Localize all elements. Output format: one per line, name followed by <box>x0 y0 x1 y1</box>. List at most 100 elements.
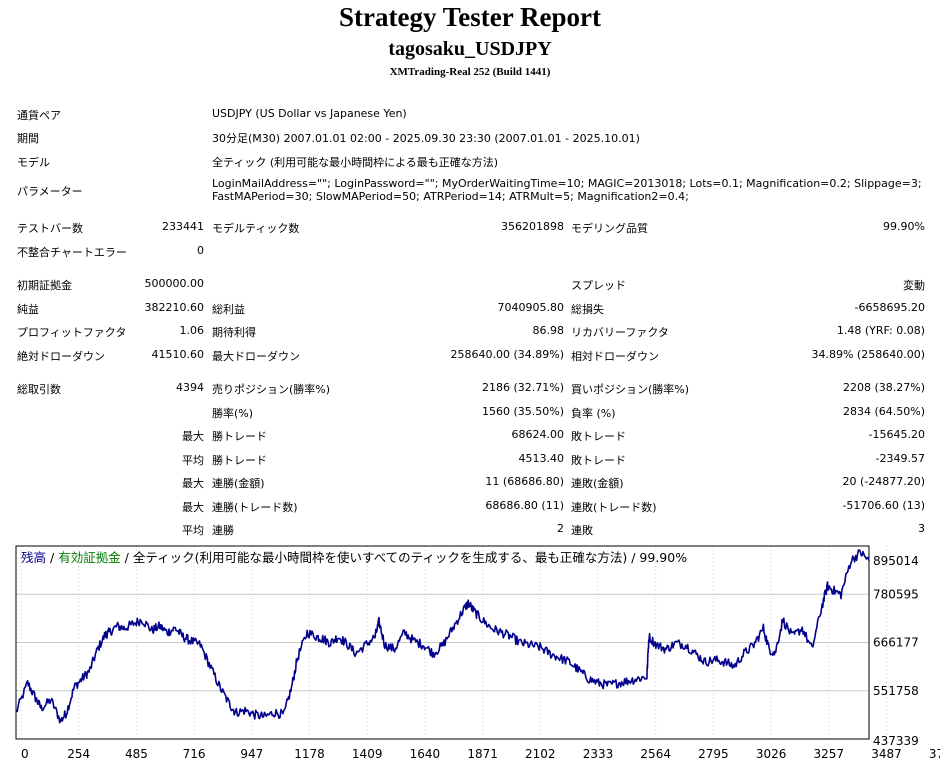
legend-model: 全ティック(利用可能な最小時間枠を使いすべてのティックを生成する、最も正確な方法… <box>133 550 687 565</box>
max-label-3: 最大 <box>182 501 204 514</box>
gross-profit-label: 総利益 <box>212 303 245 316</box>
avg-consec-loss-label: 連敗 <box>571 524 593 537</box>
max-dd-value: 258640.00 (34.89%) <box>450 348 564 361</box>
spread-value: 変動 <box>903 279 925 292</box>
legend-balance: 残高 <box>21 550 46 565</box>
series-line-balance <box>15 549 870 724</box>
legend-equity: 有効証拠金 <box>58 550 121 565</box>
max-label-1: 最大 <box>182 430 204 443</box>
period-label: 期間 <box>17 132 39 145</box>
pf-value: 1.06 <box>179 324 205 337</box>
avg-consec-win-label: 連勝 <box>212 524 234 537</box>
y-tick-label: 780595 <box>873 587 919 601</box>
chart-series <box>15 549 870 724</box>
params-line2: FastMAPeriod=30; SlowMAPeriod=50; ATRPer… <box>212 190 689 203</box>
consec-loss-amt-label: 連敗(金額) <box>571 477 624 490</box>
max-dd-label: 最大ドローダウン <box>212 350 300 363</box>
report-subtitle: tagosaku_USDJPY <box>388 38 552 60</box>
ticks-label: モデルティック数 <box>212 222 300 235</box>
model-value: 全ティック (利用可能な最小時間枠による最も正確な方法) <box>212 156 499 169</box>
long-label: 買いポジション(勝率%) <box>571 383 690 396</box>
avg-consec-loss-value: 3 <box>918 522 925 535</box>
period-value: 30分足(M30) 2007.01.01 02:00 - 2025.09.30 … <box>212 132 640 145</box>
x-tick-label: 3026 <box>756 747 787 761</box>
deposit-label: 初期証拠金 <box>17 279 72 292</box>
balance-chart-svg: 残高 / 有効証拠金 / 全ティック(利用可能な最小時間枠を使いすべてのティック… <box>15 545 940 761</box>
x-tick-label: 1178 <box>294 747 325 761</box>
chart-x-ticks: 0 254 485 716 947 1178 1409 1640 1871 2102 2333 256… <box>21 747 940 761</box>
pf-label: プロフィットファクタ <box>17 326 127 339</box>
pair-label: 通貨ペア <box>17 109 61 122</box>
chart-legend: 残高 / 有効証拠金 / 全ティック(利用可能な最小時間枠を使いすべてのティック… <box>21 550 687 565</box>
lossrate-value: 2834 (64.50%) <box>842 405 925 418</box>
lossrate-label: 負率 (%) <box>571 407 616 420</box>
avg-loss-value: -2349.57 <box>875 452 925 465</box>
gross-profit-value: 7040905.80 <box>497 301 564 314</box>
total-trades-label: 総取引数 <box>17 383 61 396</box>
rel-dd-value: 34.89% (258640.00) <box>811 348 925 361</box>
x-tick-label: 2102 <box>525 747 556 761</box>
expected-label: 期待利得 <box>212 326 256 339</box>
chart-grid <box>16 546 887 739</box>
quality-value: 99.90% <box>883 220 925 233</box>
max-loss-value: -15645.20 <box>868 428 925 441</box>
winrate-value: 1560 (35.50%) <box>481 405 564 418</box>
quality-label: モデリング品質 <box>571 222 648 235</box>
consec-loss-tr-label: 連敗(トレード数) <box>571 501 657 514</box>
rel-dd-label: 相対ドローダウン <box>571 350 659 363</box>
x-tick-label: 1871 <box>467 747 498 761</box>
max-label-2: 最大 <box>182 477 204 490</box>
abs-dd-label: 絶対ドローダウン <box>17 350 105 363</box>
consec-win-tr-label: 連勝(トレード数) <box>212 501 298 514</box>
x-tick-label: 1409 <box>352 747 383 761</box>
expected-value: 86.98 <box>532 324 565 337</box>
winrate-label: 勝率(%) <box>212 407 254 420</box>
params-label: パラメーター <box>17 185 83 198</box>
consec-win-amt-value: 11 (68686.80) <box>485 475 564 488</box>
deposit-value: 500000.00 <box>144 277 205 290</box>
avg-win-label: 勝トレード <box>212 454 267 467</box>
long-value: 2208 (38.27%) <box>842 381 925 394</box>
y-tick-label: 895014 <box>873 554 919 568</box>
mismatch-value: 0 <box>197 244 204 257</box>
chart-frame <box>15 545 870 740</box>
pair-value: USDJPY (US Dollar vs Japanese Yen) <box>212 107 407 120</box>
max-loss-label: 敗トレード <box>571 430 626 443</box>
legend-sep-1: / <box>46 550 58 565</box>
x-tick-label: 947 <box>240 747 263 761</box>
short-label: 売りポジション(勝率%) <box>212 383 331 396</box>
avg-label-2: 平均 <box>182 524 204 537</box>
max-win-value: 68624.00 <box>511 428 565 441</box>
consec-loss-amt-value: 20 (-24877.20) <box>842 475 925 488</box>
consec-win-tr-value: 68686.80 (11) <box>485 499 564 512</box>
model-label: モデル <box>17 156 50 169</box>
x-tick-label: 2333 <box>583 747 614 761</box>
x-tick-label: 0 <box>21 747 29 761</box>
avg-consec-win-value: 2 <box>557 522 564 535</box>
y-tick-label: 666177 <box>873 636 919 650</box>
mismatch-label: 不整合チャートエラー <box>17 246 127 259</box>
avg-loss-label: 敗トレード <box>571 454 626 467</box>
y-tick-label: 437339 <box>873 734 919 748</box>
x-tick-label: 2564 <box>640 747 671 761</box>
y-tick-label: 551758 <box>873 684 919 698</box>
params-line1: LoginMailAddress=""; LoginPassword=""; M… <box>212 177 922 190</box>
legend-sep-2: / <box>121 550 133 565</box>
x-tick-label: 485 <box>125 747 148 761</box>
bars-value: 233441 <box>162 220 204 233</box>
x-tick-label: 716 <box>183 747 206 761</box>
spread-label: スプレッド <box>571 279 626 292</box>
bars-label: テストバー数 <box>17 222 83 235</box>
gross-loss-value: -6658695.20 <box>854 301 925 314</box>
avg-label-1: 平均 <box>182 454 204 467</box>
net-value: 382210.60 <box>144 301 205 314</box>
short-value: 2186 (32.71%) <box>481 381 564 394</box>
x-tick-label: 3487 <box>871 747 902 761</box>
x-tick-label: 3718 <box>929 747 940 761</box>
x-tick-label: 254 <box>67 747 90 761</box>
net-label: 純益 <box>17 303 39 316</box>
balance-chart: 残高 / 有効証拠金 / 全ティック(利用可能な最小時間枠を使いすべてのティック… <box>13 542 940 764</box>
chart-y-ticks: 895014 780595 666177 551758 437339 <box>873 554 919 748</box>
x-tick-label: 1640 <box>410 747 441 761</box>
abs-dd-value: 41510.60 <box>151 348 205 361</box>
